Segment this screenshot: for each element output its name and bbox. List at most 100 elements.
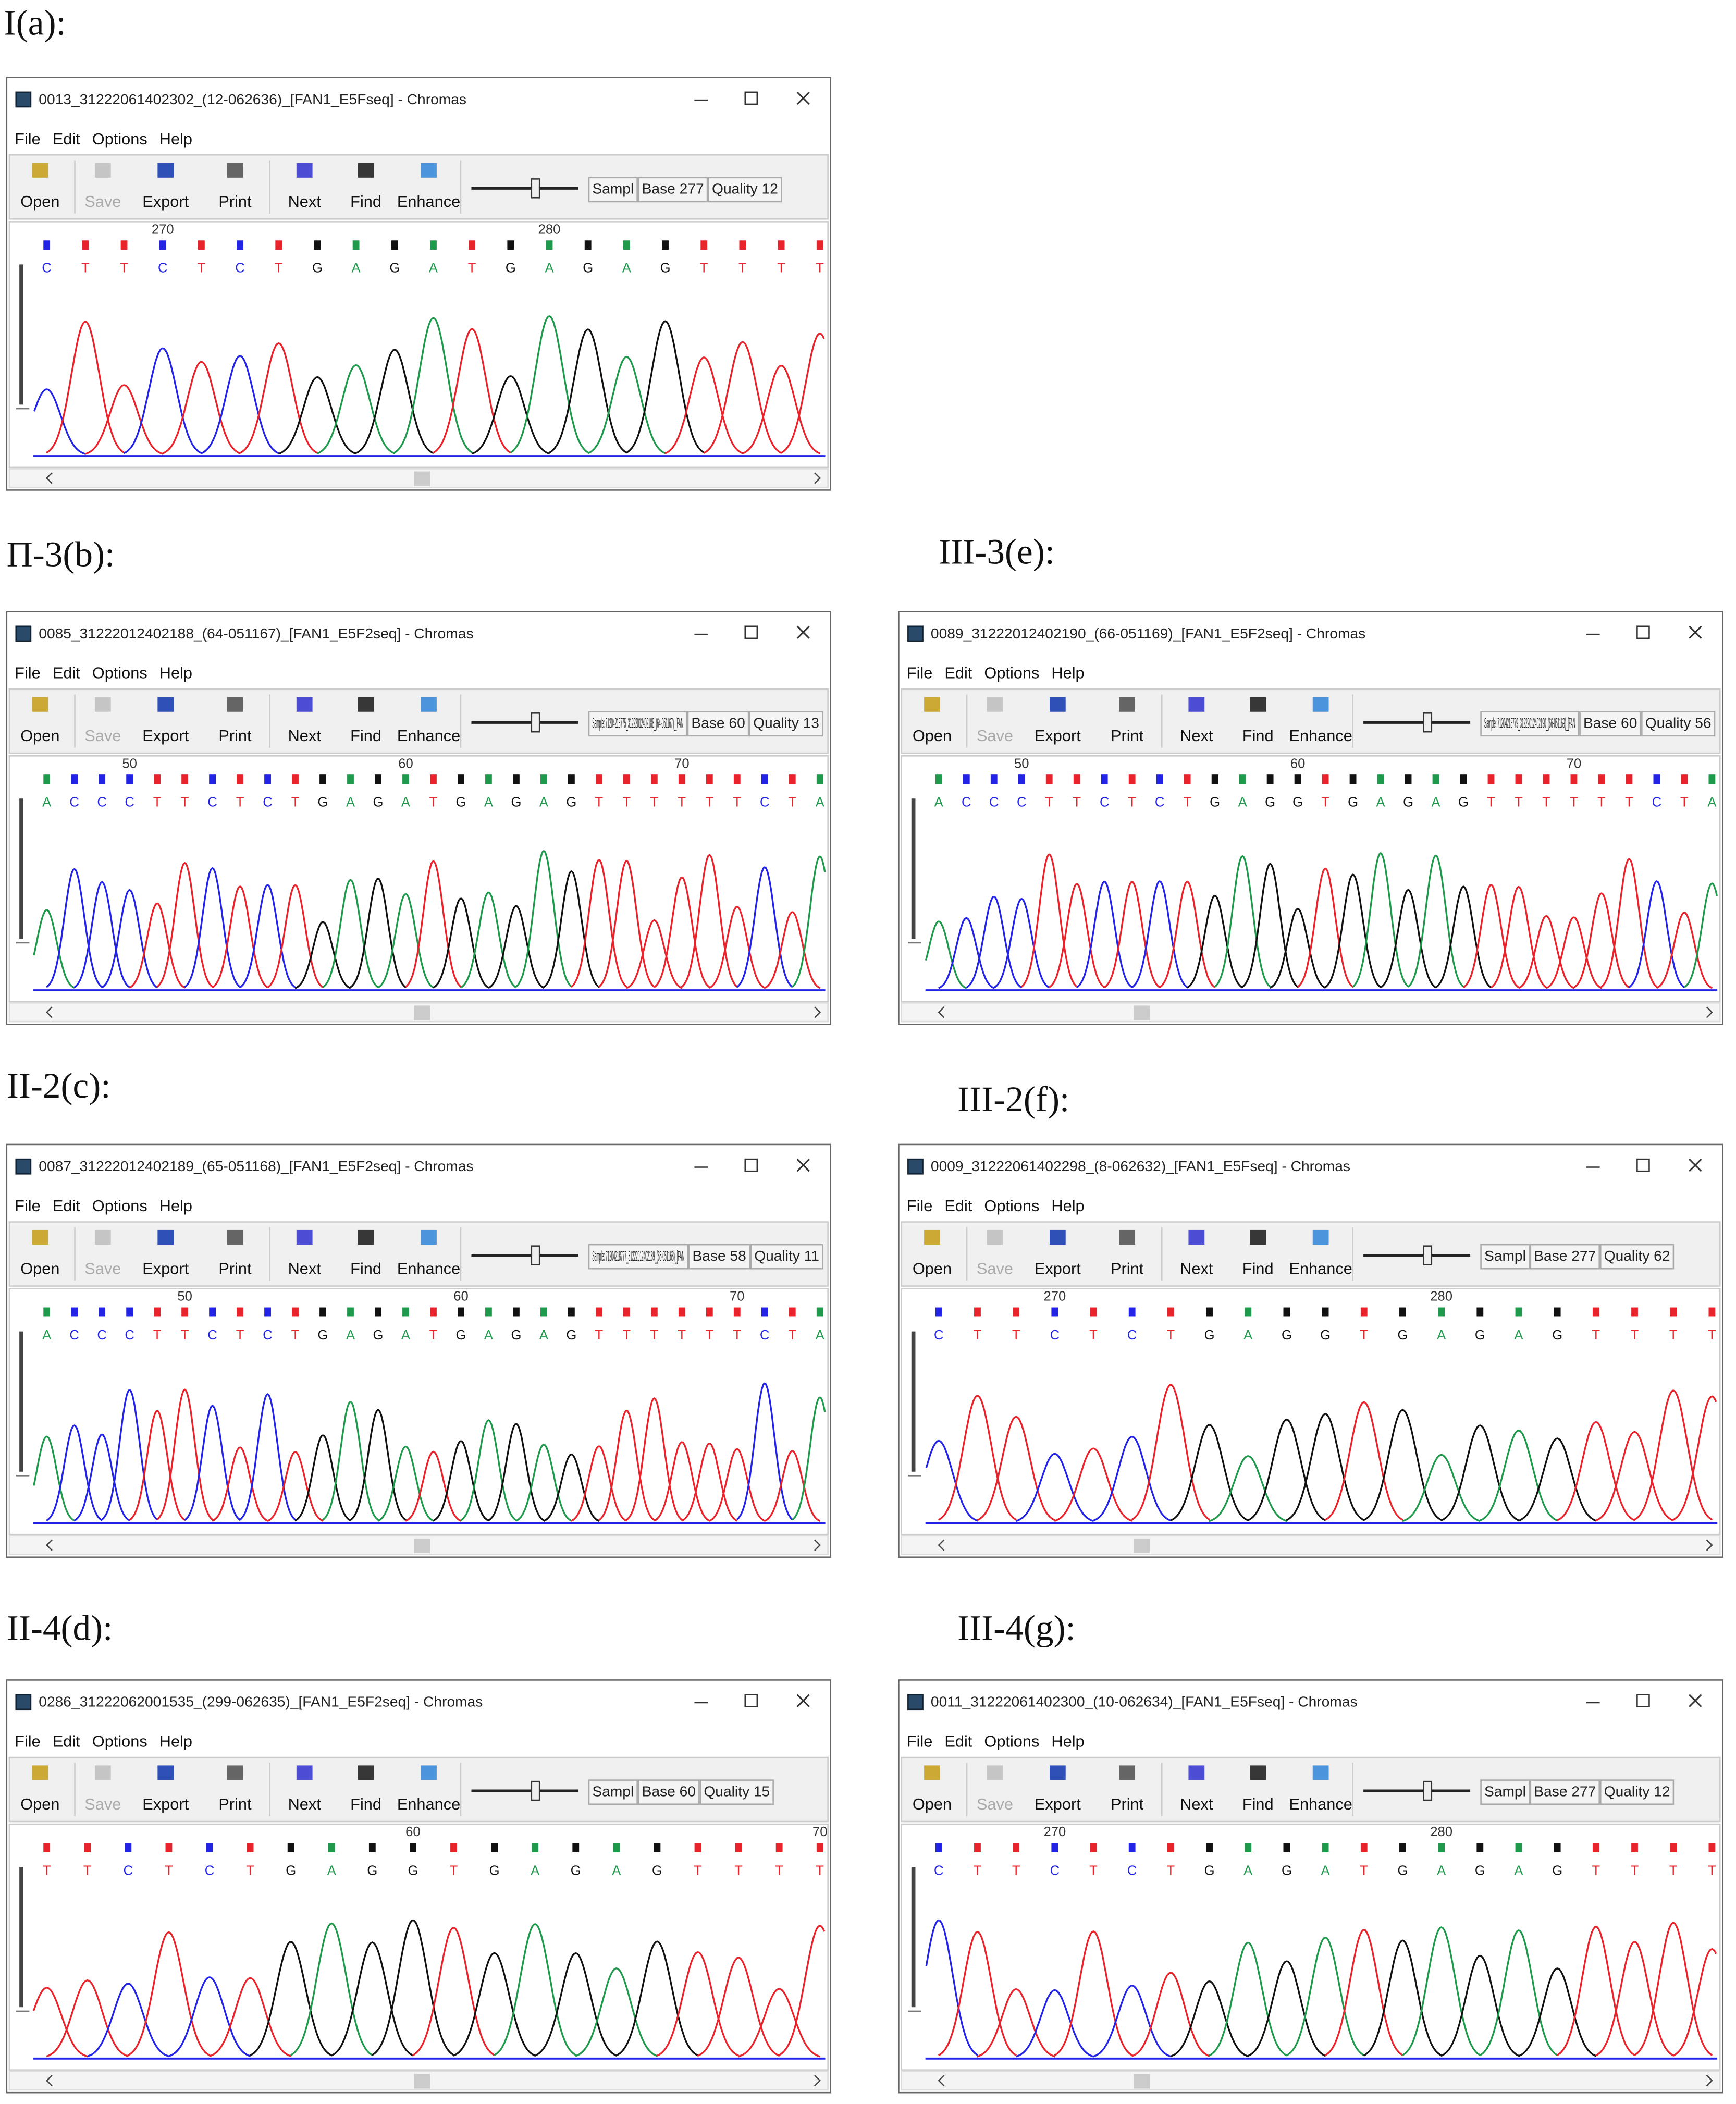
menu-item[interactable]: Help <box>159 130 192 148</box>
scroll-right[interactable] <box>814 2074 821 2087</box>
toolbar-button[interactable]: Enhance <box>1289 1795 1352 1813</box>
toolbar-button[interactable]: Save <box>977 1259 1013 1277</box>
toolbar-button[interactable]: Find <box>350 192 381 211</box>
close-button[interactable] <box>796 1694 810 1707</box>
toolbar-button[interactable]: Find <box>350 1795 381 1813</box>
toolbar-button[interactable]: Enhance <box>397 727 460 745</box>
slider-thumb[interactable] <box>1423 1780 1433 1801</box>
menu-item[interactable]: File <box>907 1197 933 1215</box>
toolbar-button[interactable]: Find <box>1242 1795 1274 1813</box>
toolbar-button[interactable]: Print <box>1111 1259 1144 1277</box>
toolbar-button[interactable]: Next <box>1180 1259 1213 1277</box>
scroll-right[interactable] <box>814 1006 821 1018</box>
scroll-right[interactable] <box>1706 1006 1713 1018</box>
scroll-left[interactable] <box>938 1006 945 1018</box>
maximize-button[interactable] <box>744 91 758 105</box>
close-button[interactable] <box>796 625 810 639</box>
toolbar-button[interactable]: Print <box>218 1259 252 1277</box>
menu-item[interactable]: Edit <box>944 1197 972 1215</box>
toolbar-button[interactable]: Enhance <box>397 1259 460 1277</box>
menu-item[interactable]: Edit <box>53 664 80 682</box>
close-button[interactable] <box>796 91 810 105</box>
toolbar-button[interactable]: Export <box>1035 1259 1081 1277</box>
menu-item[interactable]: File <box>907 664 933 682</box>
close-button[interactable] <box>1689 1694 1702 1707</box>
scroll-left[interactable] <box>938 2074 945 2087</box>
close-button[interactable] <box>1689 1159 1702 1172</box>
toolbar-button[interactable]: Open <box>20 192 59 211</box>
menu-item[interactable]: Options <box>92 664 147 682</box>
toolbar-button[interactable]: Export <box>142 1259 189 1277</box>
toolbar-button[interactable]: Print <box>218 1795 252 1813</box>
menu-item[interactable]: Help <box>159 1732 192 1751</box>
toolbar-button[interactable]: Open <box>20 1795 59 1813</box>
scroll-thumb[interactable] <box>1134 1538 1150 1554</box>
scroll-thumb[interactable] <box>1134 1005 1150 1020</box>
menu-item[interactable]: File <box>15 1732 41 1751</box>
toolbar-button[interactable]: Open <box>913 727 952 745</box>
toolbar-button[interactable]: Print <box>218 727 252 745</box>
scroll-thumb[interactable] <box>414 1005 430 1020</box>
menu-item[interactable]: Options <box>92 1732 147 1751</box>
menu-item[interactable]: Edit <box>944 1732 972 1751</box>
toolbar-button[interactable]: Enhance <box>1289 1259 1352 1277</box>
menu-item[interactable]: File <box>907 1732 933 1751</box>
slider-thumb[interactable] <box>531 712 540 733</box>
slider-thumb[interactable] <box>531 1245 540 1265</box>
menu-item[interactable]: Edit <box>53 130 80 148</box>
toolbar-button[interactable]: Next <box>288 727 322 745</box>
menu-item[interactable]: Edit <box>53 1197 80 1215</box>
maximize-button[interactable] <box>744 1694 758 1707</box>
menu-item[interactable]: Help <box>1051 664 1084 682</box>
menu-item[interactable]: Options <box>984 664 1039 682</box>
menu-item[interactable]: File <box>15 664 41 682</box>
scroll-right[interactable] <box>814 472 821 484</box>
scroll-thumb[interactable] <box>414 471 430 486</box>
toolbar-button[interactable]: Print <box>1111 727 1144 745</box>
maximize-button[interactable] <box>1636 1694 1650 1707</box>
toolbar-button[interactable]: Save <box>977 1795 1013 1813</box>
menu-item[interactable]: Options <box>92 1197 147 1215</box>
scroll-thumb[interactable] <box>414 1538 430 1554</box>
toolbar-button[interactable]: Print <box>1111 1795 1144 1813</box>
toolbar-button[interactable]: Export <box>142 1795 189 1813</box>
close-button[interactable] <box>796 1159 810 1172</box>
toolbar-button[interactable]: Enhance <box>397 192 460 211</box>
menu-item[interactable]: Help <box>1051 1197 1084 1215</box>
menu-item[interactable]: File <box>15 130 41 148</box>
menu-item[interactable]: Options <box>984 1732 1039 1751</box>
slider-thumb[interactable] <box>531 1780 540 1801</box>
toolbar-button[interactable]: Find <box>350 1259 381 1277</box>
slider-thumb[interactable] <box>1423 1245 1433 1265</box>
menu-item[interactable]: Options <box>92 130 147 148</box>
toolbar-button[interactable]: Print <box>218 192 252 211</box>
scroll-thumb[interactable] <box>1134 2074 1150 2089</box>
toolbar-button[interactable]: Save <box>977 727 1013 745</box>
toolbar-button[interactable]: Find <box>350 727 381 745</box>
slider-thumb[interactable] <box>531 178 540 199</box>
toolbar-button[interactable]: Find <box>1242 1259 1274 1277</box>
maximize-button[interactable] <box>1636 1158 1650 1172</box>
scroll-thumb[interactable] <box>414 2074 430 2089</box>
toolbar-button[interactable]: Save <box>84 1795 121 1813</box>
toolbar-button[interactable]: Export <box>1035 727 1081 745</box>
menu-item[interactable]: Help <box>159 1197 192 1215</box>
scroll-right[interactable] <box>814 1539 821 1551</box>
toolbar-button[interactable]: Open <box>913 1795 952 1813</box>
menu-item[interactable]: Help <box>159 664 192 682</box>
slider-thumb[interactable] <box>1423 712 1433 733</box>
toolbar-button[interactable]: Open <box>20 727 59 745</box>
toolbar-button[interactable]: Save <box>84 1259 121 1277</box>
toolbar-button[interactable]: Save <box>84 192 121 211</box>
close-button[interactable] <box>1689 625 1702 639</box>
toolbar-button[interactable]: Next <box>1180 1795 1213 1813</box>
toolbar-button[interactable]: Export <box>142 192 189 211</box>
scroll-left[interactable] <box>45 1539 53 1551</box>
maximize-button[interactable] <box>744 625 758 639</box>
scroll-right[interactable] <box>1706 2074 1713 2087</box>
scroll-left[interactable] <box>938 1539 945 1551</box>
maximize-button[interactable] <box>744 1158 758 1172</box>
toolbar-button[interactable]: Find <box>1242 727 1274 745</box>
menu-item[interactable]: Help <box>1051 1732 1084 1751</box>
toolbar-button[interactable]: Save <box>84 727 121 745</box>
